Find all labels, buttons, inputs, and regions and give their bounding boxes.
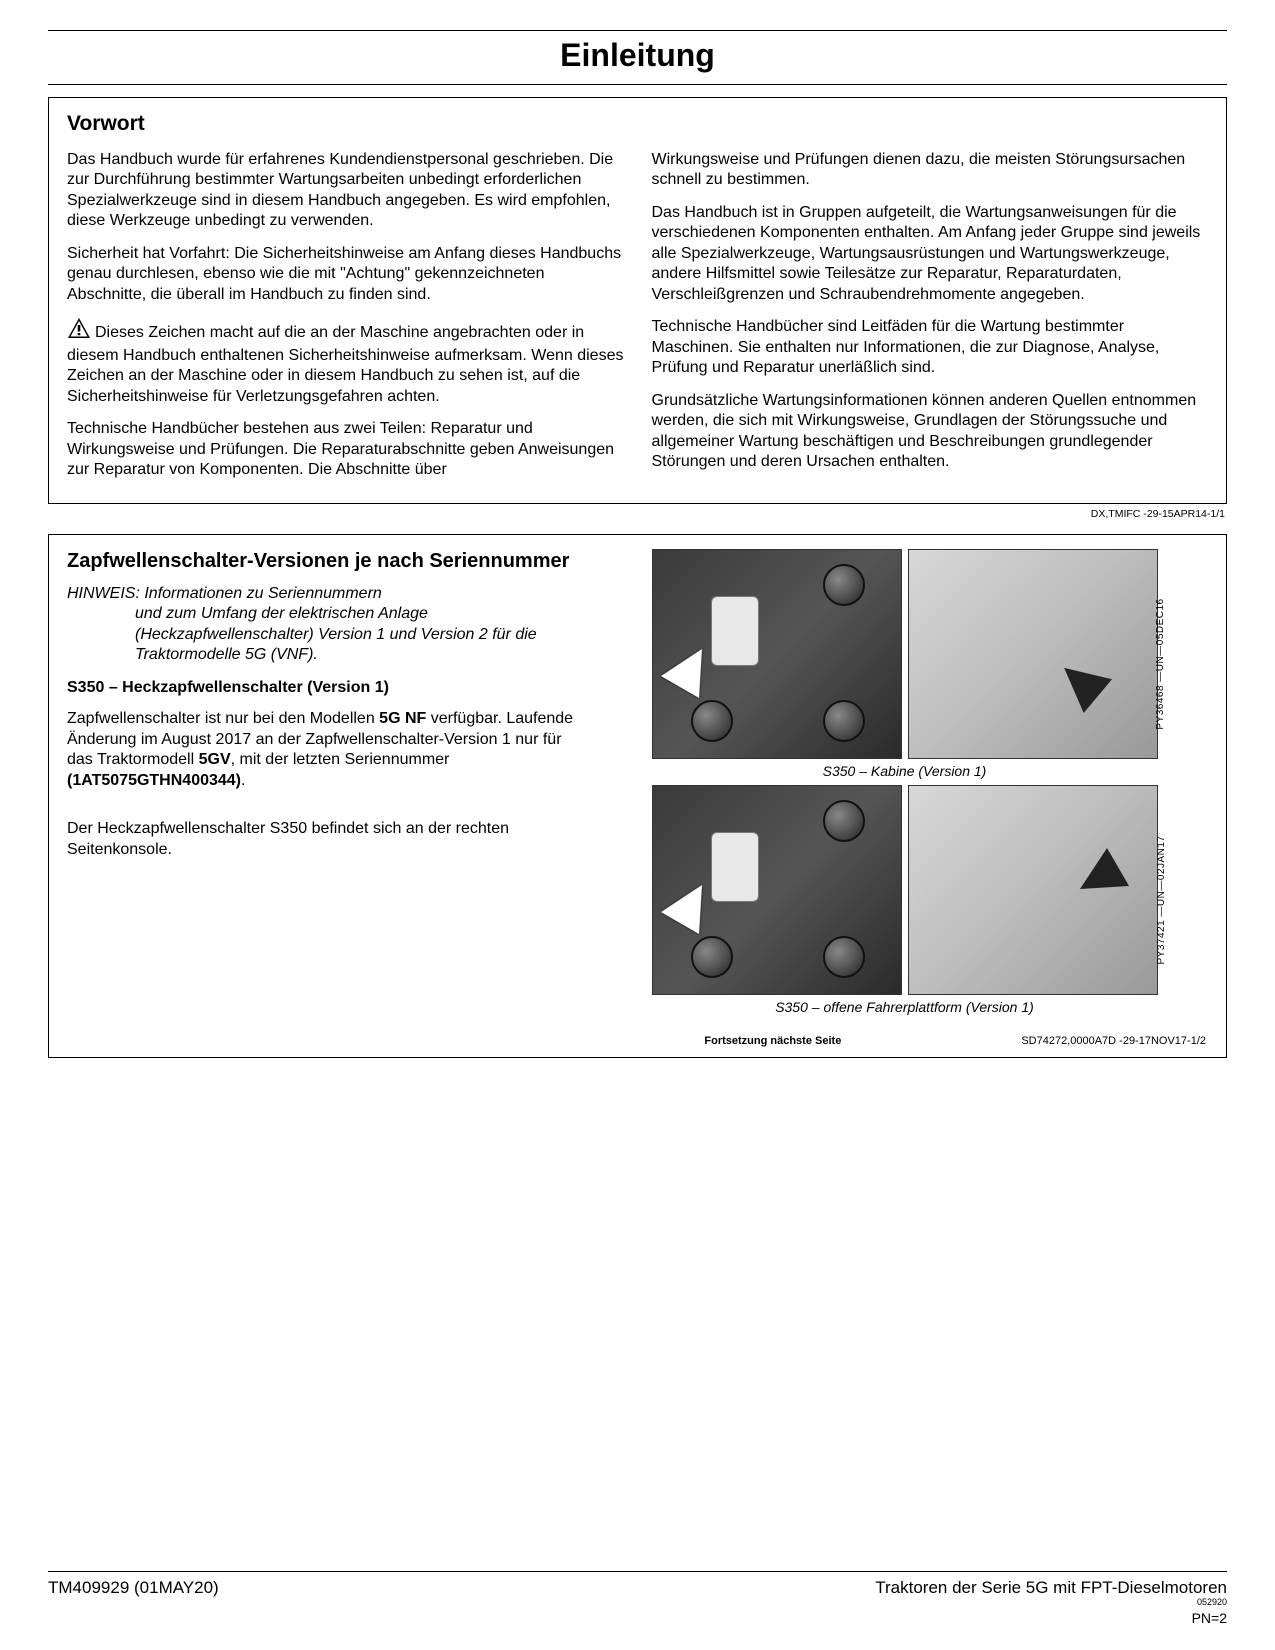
para: Das Handbuch ist in Gruppen aufgeteilt, … — [652, 203, 1209, 305]
vorwort-heading: Vorwort — [67, 112, 1208, 136]
t-bold: 5G NF — [379, 710, 426, 727]
footer-doc-id: TM409929 (01MAY20) — [48, 1578, 219, 1626]
para: Wirkungsweise und Prüfungen dienen dazu,… — [652, 150, 1209, 191]
figure-side-code: PY36468 —UN—05DEC16 — [1155, 598, 1166, 729]
figure-caption: S350 – Kabine (Version 1) — [601, 763, 1208, 779]
section-zapfwellenschalter: Zapfwellenschalter-Versionen je nach Ser… — [48, 534, 1227, 1058]
para-warning: Dieses Zeichen macht auf die an der Masc… — [67, 317, 624, 407]
section2-left-column: Zapfwellenschalter-Versionen je nach Ser… — [67, 549, 577, 873]
para: Sicherheit hat Vorfahrt: Die Sicherheits… — [67, 244, 624, 305]
footer-product-line: Traktoren der Serie 5G mit FPT-Dieselmot… — [875, 1578, 1227, 1597]
t: , mit der letzten Seriennummer — [231, 751, 450, 768]
hinweis-label: HINWEIS: — [67, 585, 140, 602]
t: Zapfwellenschalter ist nur bei den Model… — [67, 710, 379, 727]
para: Technische Handbücher bestehen aus zwei … — [67, 419, 624, 480]
para: Das Handbuch wurde für erfahrenes Kunden… — [67, 150, 624, 232]
hinweis-text-indent: und zum Umfang der elektrischen Anlage (… — [67, 604, 537, 665]
figure-image-tractor-open — [908, 785, 1158, 995]
warning-triangle-icon — [67, 317, 91, 345]
footer-page-number: PN=2 — [875, 1610, 1227, 1626]
t-bold: (1AT5075GTHN400344) — [67, 772, 241, 789]
page-footer: TM409929 (01MAY20) Traktoren der Serie 5… — [48, 1571, 1227, 1626]
hinweis-note: HINWEIS: Informationen zu Seriennummern … — [67, 584, 537, 666]
continuation-row: Fortsetzung nächste Seite SD74272,0000A7… — [67, 1035, 1208, 1047]
figure-image-control-panel — [652, 785, 902, 995]
hinweis-text: Informationen zu Seriennummern — [144, 585, 381, 602]
figure-image-control-panel — [652, 549, 902, 759]
t-bold: 5GV — [199, 751, 231, 768]
figure-s350-kabine: S350 – Kabine (Version 1) PY36468 —UN—05… — [601, 549, 1208, 779]
section2-reference-code: SD74272,0000A7D -29-17NOV17-1/2 — [1021, 1035, 1206, 1047]
section-vorwort: Vorwort Das Handbuch wurde für erfahrene… — [48, 97, 1227, 504]
page-title: Einleitung — [48, 30, 1227, 85]
para: Technische Handbücher sind Leitfäden für… — [652, 317, 1209, 378]
section2-heading: Zapfwellenschalter-Versionen je nach Ser… — [67, 549, 577, 574]
t: . — [241, 772, 245, 789]
vorwort-right-column: Wirkungsweise und Prüfungen dienen dazu,… — [652, 150, 1209, 493]
figure-caption: S350 – offene Fahrerplattform (Version 1… — [601, 999, 1208, 1015]
figure-s350-open-platform: S350 – offene Fahrerplattform (Version 1… — [601, 785, 1208, 1015]
section2-right-column: S350 – Kabine (Version 1) PY36468 —UN—05… — [601, 549, 1208, 1021]
footer-print-code: 052920 — [875, 1598, 1227, 1608]
figure-side-code: PY37421 —UN—02JAN17 — [1156, 835, 1167, 964]
sub-heading: S350 – Heckzapfwellenschalter (Version 1… — [67, 679, 577, 697]
continuation-text: Fortsetzung nächste Seite — [704, 1035, 841, 1047]
section1-reference-code: DX,TMIFC -29-15APR14-1/1 — [48, 508, 1225, 520]
para: Grundsätzliche Wartungsinformationen kön… — [652, 391, 1209, 473]
vorwort-left-column: Das Handbuch wurde für erfahrenes Kunden… — [67, 150, 624, 493]
para: Zapfwellenschalter ist nur bei den Model… — [67, 709, 577, 791]
figure-image-tractor-cab — [908, 549, 1158, 759]
para-text: Dieses Zeichen macht auf die an der Masc… — [67, 324, 623, 404]
para: Der Heckzapfwellenschalter S350 befindet… — [67, 819, 577, 860]
